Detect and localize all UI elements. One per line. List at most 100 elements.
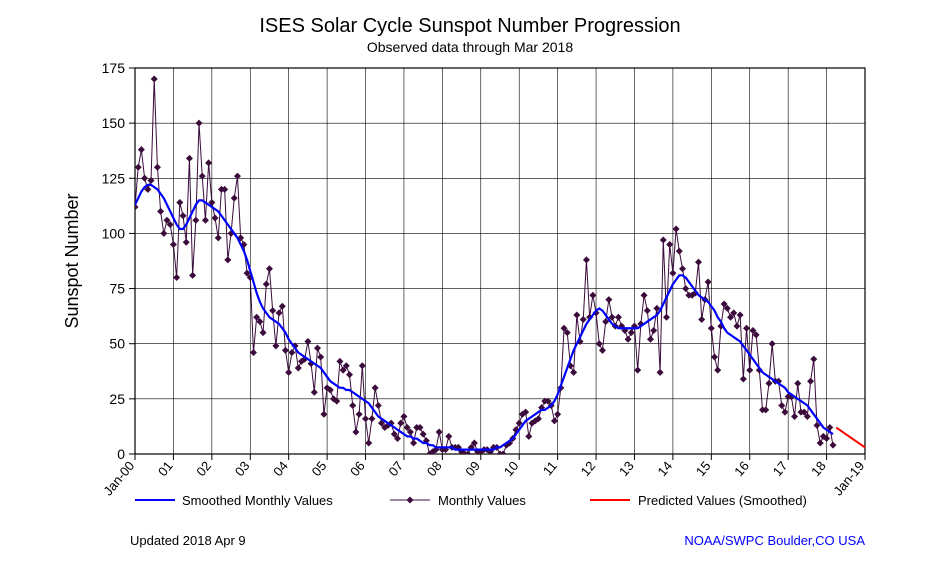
monthly-marker bbox=[705, 278, 712, 285]
x-tick-label: 17 bbox=[770, 458, 791, 479]
monthly-marker bbox=[625, 336, 632, 343]
monthly-marker bbox=[346, 371, 353, 378]
x-tick-label: 13 bbox=[616, 458, 637, 479]
monthly-marker bbox=[589, 292, 596, 299]
monthly-marker bbox=[224, 256, 231, 263]
monthly-marker bbox=[570, 369, 577, 376]
monthly-marker bbox=[141, 175, 148, 182]
monthly-marker bbox=[605, 296, 612, 303]
monthly-marker bbox=[311, 389, 318, 396]
monthly-marker bbox=[173, 274, 180, 281]
monthly-marker bbox=[676, 248, 683, 255]
monthly-marker bbox=[781, 409, 788, 416]
y-tick-label: 25 bbox=[109, 391, 125, 407]
monthly-marker bbox=[628, 329, 635, 336]
footer-source: NOAA/SWPC Boulder,CO USA bbox=[684, 533, 865, 548]
monthly-marker bbox=[189, 272, 196, 279]
monthly-marker bbox=[743, 325, 750, 332]
x-tick-label: 02 bbox=[193, 458, 214, 479]
monthly-marker bbox=[663, 314, 670, 321]
monthly-marker bbox=[362, 415, 369, 422]
y-tick-label: 125 bbox=[102, 170, 126, 186]
monthly-marker bbox=[215, 234, 222, 241]
monthly-marker bbox=[669, 270, 676, 277]
monthly-marker bbox=[285, 369, 292, 376]
monthly-marker bbox=[746, 367, 753, 374]
monthly-marker bbox=[349, 402, 356, 409]
predicted-series bbox=[836, 428, 865, 448]
monthly-marker bbox=[196, 120, 203, 127]
footer-updated: Updated 2018 Apr 9 bbox=[130, 533, 246, 548]
monthly-marker bbox=[375, 402, 382, 409]
monthly-marker bbox=[170, 241, 177, 248]
monthly-marker bbox=[192, 217, 199, 224]
monthly-marker bbox=[551, 417, 558, 424]
monthly-marker bbox=[266, 265, 273, 272]
x-tick-label: 01 bbox=[155, 458, 176, 479]
monthly-marker bbox=[154, 164, 161, 171]
x-tick-label: 07 bbox=[385, 458, 406, 479]
monthly-marker bbox=[660, 237, 667, 244]
x-tick-label: Jan-19 bbox=[830, 458, 867, 498]
x-tick-label: 09 bbox=[462, 458, 483, 479]
chart-subtitle: Observed data through Mar 2018 bbox=[367, 39, 573, 55]
monthly-marker bbox=[807, 378, 814, 385]
monthly-marker bbox=[180, 212, 187, 219]
monthly-marker bbox=[436, 428, 443, 435]
monthly-line bbox=[135, 79, 833, 454]
monthly-marker bbox=[359, 362, 366, 369]
monthly-marker bbox=[176, 199, 183, 206]
monthly-marker bbox=[583, 256, 590, 263]
monthly-marker bbox=[714, 367, 721, 374]
monthly-marker bbox=[372, 384, 379, 391]
monthly-marker bbox=[737, 312, 744, 319]
y-tick-label: 0 bbox=[117, 446, 125, 462]
monthly-marker bbox=[673, 226, 680, 233]
monthly-marker bbox=[740, 376, 747, 383]
plot-border bbox=[135, 68, 865, 454]
legend-smoothed-label: Smoothed Monthly Values bbox=[182, 493, 333, 508]
monthly-marker bbox=[647, 336, 654, 343]
monthly-marker bbox=[279, 303, 286, 310]
x-tick-label: 16 bbox=[731, 458, 752, 479]
monthly-marker bbox=[135, 164, 142, 171]
monthly-marker bbox=[695, 259, 702, 266]
monthly-marker bbox=[445, 433, 452, 440]
monthly-marker bbox=[282, 347, 289, 354]
monthly-marker bbox=[352, 428, 359, 435]
y-tick-label: 150 bbox=[102, 115, 126, 131]
y-tick-label: 100 bbox=[102, 225, 126, 241]
monthly-marker bbox=[791, 413, 798, 420]
monthly-marker bbox=[817, 439, 824, 446]
x-tick-label: 04 bbox=[270, 458, 291, 479]
monthly-marker bbox=[212, 214, 219, 221]
monthly-marker bbox=[263, 281, 270, 288]
monthly-marker bbox=[260, 329, 267, 336]
monthly-marker bbox=[365, 439, 372, 446]
y-tick-label: 50 bbox=[109, 336, 125, 352]
monthly-marker bbox=[765, 380, 772, 387]
monthly-marker bbox=[160, 230, 167, 237]
x-tick-label: 08 bbox=[424, 458, 445, 479]
monthly-marker bbox=[231, 195, 238, 202]
x-tick-label: 06 bbox=[347, 458, 368, 479]
monthly-marker bbox=[314, 345, 321, 352]
monthly-marker bbox=[320, 411, 327, 418]
monthly-marker bbox=[794, 380, 801, 387]
x-tick-label: 18 bbox=[808, 458, 829, 479]
monthly-marker bbox=[679, 265, 686, 272]
monthly-marker bbox=[186, 155, 193, 162]
monthly-marker bbox=[580, 316, 587, 323]
monthly-marker bbox=[829, 442, 836, 449]
monthly-marker bbox=[682, 285, 689, 292]
monthly-marker bbox=[420, 431, 427, 438]
chart-container: ISES Solar Cycle Sunspot Number Progress… bbox=[0, 0, 940, 562]
x-tick-label: 12 bbox=[578, 458, 599, 479]
monthly-marker bbox=[295, 364, 302, 371]
x-tick-label: 15 bbox=[693, 458, 714, 479]
monthly-marker bbox=[769, 340, 776, 347]
monthly-marker bbox=[599, 347, 606, 354]
monthly-marker bbox=[554, 411, 561, 418]
monthly-marker bbox=[666, 241, 673, 248]
monthly-marker bbox=[650, 327, 657, 334]
